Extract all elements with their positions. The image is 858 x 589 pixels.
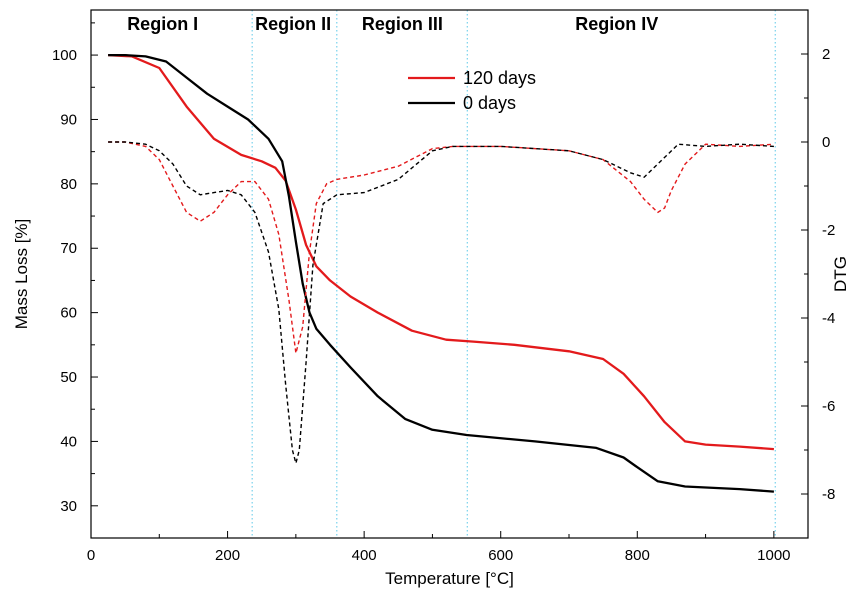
y-tick-label: 60 [60, 305, 77, 322]
x-tick-label: 1000 [757, 547, 790, 564]
region-label: Region IV [575, 14, 658, 34]
y2-tick-label: -2 [822, 222, 835, 239]
plot-frame [90, 9, 809, 539]
series-line-0-days-dtg [108, 141, 774, 464]
x-tick-label: 200 [215, 547, 240, 564]
legend-label: 0 days [463, 93, 516, 113]
y2-tick-label: -8 [822, 486, 835, 503]
region-label: Region I [127, 14, 198, 34]
y-axis-title: Mass Loss [%] [12, 219, 31, 330]
region-label: Region III [362, 14, 443, 34]
series-layer [108, 53, 774, 493]
legend-label: 120 days [463, 68, 536, 88]
x-tick-label: 400 [352, 547, 377, 564]
x-tick-label: 800 [625, 547, 650, 564]
y-tick-label: 50 [60, 369, 77, 386]
region-labels: Region I Region II Region III Region IV [127, 14, 658, 34]
series-line-120-days-dtg [108, 141, 774, 354]
y-tick-label: 40 [60, 433, 77, 450]
y-tick-label: 90 [60, 111, 77, 128]
y-tick-label: 80 [60, 176, 77, 193]
x-axis-title: Temperature [°C] [385, 569, 514, 588]
y2-tick-label: -4 [822, 310, 835, 327]
y2-tick-label: -6 [822, 398, 835, 415]
axes-layer: 0 200 400 600 800 1000 30 40 50 60 70 80 90 100 2 0 -2 -4… [52, 9, 835, 564]
y-tick-label: 30 [60, 498, 77, 515]
region-boundaries [251, 10, 776, 538]
legend: 120 days 0 days [408, 68, 536, 113]
x-tick-label: 600 [488, 547, 513, 564]
region-label: Region II [255, 14, 331, 34]
series-line-0-days [108, 53, 774, 493]
y2-axis-title: DTG [831, 256, 850, 292]
y-tick-label: 70 [60, 240, 77, 257]
y2-tick-label: 2 [822, 46, 830, 63]
x-tick-label: 0 [87, 547, 95, 564]
y2-tick-label: 0 [822, 134, 830, 151]
series-line-120-days [108, 53, 774, 451]
y-tick-label: 100 [52, 47, 77, 64]
